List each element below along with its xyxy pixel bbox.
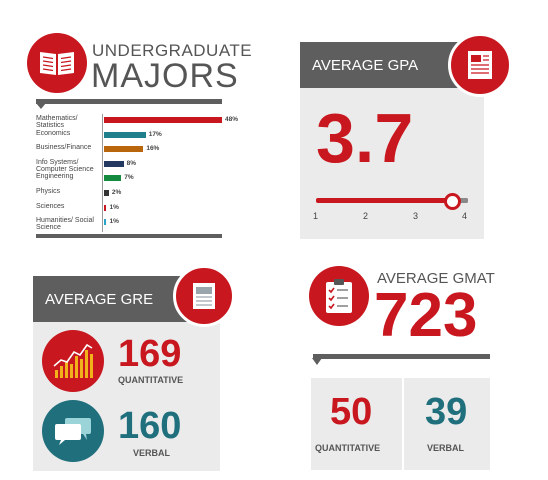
- document-icon: [468, 51, 492, 79]
- gre-bar-chart-badge: [42, 330, 104, 392]
- majors-title-line2: MAJORS: [91, 57, 239, 95]
- major-percent: 2%: [111, 189, 122, 196]
- major-percent: 8%: [126, 159, 137, 167]
- gpa-tick-3: 3: [413, 211, 419, 221]
- major-label: Mathematics/ Statistics: [36, 115, 78, 129]
- gpa-value: 3.7: [316, 99, 414, 177]
- gpa-slider-track-rest: [454, 198, 468, 203]
- major-label: Physics: [36, 188, 61, 195]
- major-bar: [104, 131, 146, 138]
- major-percent: 1%: [109, 203, 119, 211]
- gre-document-badge: [173, 265, 235, 327]
- gmat-quant-value: 50: [330, 391, 373, 433]
- clipboard-checklist-icon: [326, 279, 352, 313]
- gmat-title: AVERAGE GMAT: [377, 270, 495, 287]
- major-percent: 48%: [225, 116, 239, 123]
- gmat-quant-panel: [311, 378, 402, 470]
- major-bar: [104, 160, 124, 167]
- major-percent: 7%: [124, 174, 134, 182]
- major-percent: 16%: [146, 145, 160, 153]
- gpa-tick-4: 4: [462, 211, 468, 221]
- gre-quant-value: 169: [118, 333, 182, 375]
- bar-chart-icon: [53, 343, 93, 378]
- major-percent: 17%: [148, 130, 162, 138]
- gpa-slider-track: [316, 198, 468, 203]
- gmat-clipboard-badge: [309, 266, 369, 326]
- majors-divider-pointer: [36, 103, 46, 109]
- gmat-quant-label: QUANTITATIVE: [315, 443, 381, 453]
- gmat-verbal-value: 39: [425, 391, 468, 433]
- major-bar: [104, 146, 144, 153]
- major-label: Economics: [36, 129, 71, 137]
- gre-title: AVERAGE GRE: [45, 290, 154, 308]
- gmat-verbal-label: VERBAL: [427, 443, 465, 453]
- gpa-tick-1: 1: [313, 211, 319, 221]
- majors-axis: [102, 114, 103, 232]
- gmat-divider-pointer: [312, 358, 322, 365]
- majors-divider: [36, 99, 222, 104]
- major-bar: [104, 117, 222, 123]
- majors-bottom-divider: [36, 234, 222, 238]
- major-label: Info Systems/ Computer Science: [36, 158, 94, 173]
- gpa-title: AVERAGE GPA: [312, 56, 419, 74]
- open-book-icon: [40, 52, 74, 75]
- gre-verbal-value: 160: [118, 405, 182, 447]
- major-label: Sciences: [36, 202, 65, 210]
- majors-title-line1: UNDERGRADUATE: [92, 41, 253, 60]
- gmat-divider: [313, 354, 490, 359]
- major-bar: [104, 175, 122, 182]
- gmat-verbal-panel: [404, 378, 490, 470]
- gre-quant-label: QUANTITATIVE: [118, 375, 184, 385]
- gpa-slider-knob[interactable]: [444, 193, 461, 210]
- major-bar: [104, 219, 107, 226]
- gre-verbal-label: VERBAL: [133, 448, 171, 458]
- gmat-value: 723: [374, 281, 478, 350]
- major-label: Business/Finance: [36, 144, 92, 152]
- major-percent: 1%: [109, 218, 119, 226]
- major-bar: [104, 204, 107, 211]
- gpa-document-badge: [448, 33, 512, 97]
- majors-book-badge: [27, 33, 87, 93]
- majors-chart: Mathematics/ Statistics 48% Economics 17% Bu…: [34, 114, 238, 234]
- chat-bubbles-icon: [55, 418, 91, 445]
- major-label: Humanities/ Social Science: [36, 217, 94, 232]
- major-bar: [104, 190, 109, 196]
- major-label: Engineering: [36, 173, 74, 181]
- gre-chat-badge: [42, 400, 104, 462]
- gpa-tick-2: 2: [363, 211, 369, 221]
- document-icon: [193, 283, 215, 309]
